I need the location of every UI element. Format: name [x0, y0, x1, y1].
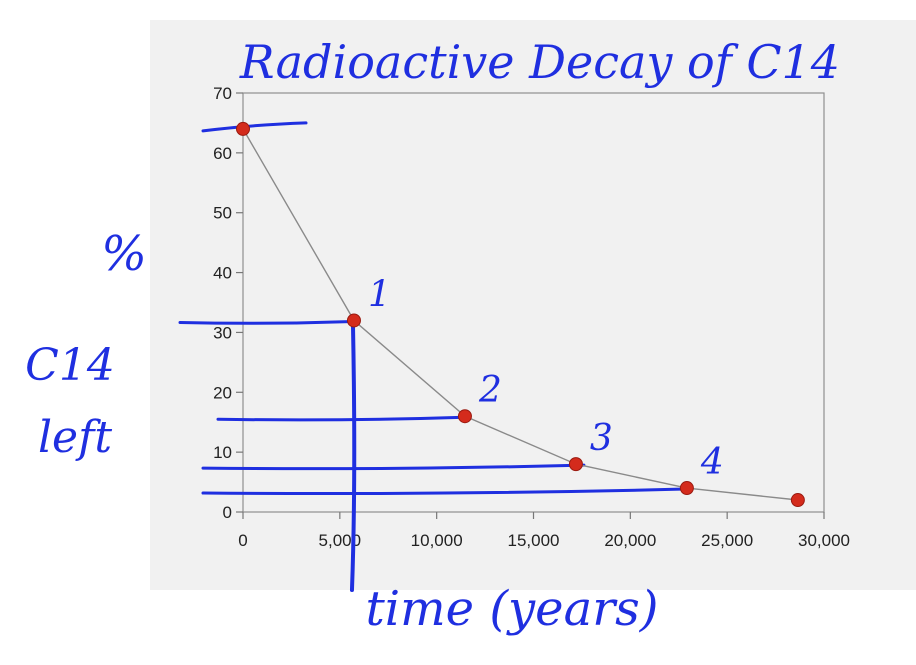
handwritten-guide-lines [178, 121, 687, 592]
point-label: 1 [368, 274, 391, 315]
y-tick-label: 20 [213, 383, 232, 402]
x-tick-label: 5,000 [319, 531, 362, 550]
guide-line-vertical [349, 322, 357, 592]
y-tick-label: 60 [213, 144, 232, 163]
y-axis-label-c14: C14 [25, 340, 115, 391]
y-axis: 0 10 20 30 40 50 60 70 [213, 84, 243, 522]
data-points [236, 121, 805, 508]
x-tick-label: 20,000 [604, 531, 656, 550]
point-label: 2 [478, 370, 502, 411]
data-point [457, 409, 472, 424]
chart-title: Radioactive Decay of C14 [239, 35, 840, 89]
x-axis: 0 5,000 10,000 15,000 20,000 25,000 30,000 [238, 512, 850, 550]
y-tick-label: 10 [213, 443, 232, 462]
guide-line [178, 319, 356, 325]
x-axis-label: time (years) [366, 581, 659, 637]
y-tick-label: 50 [213, 204, 232, 223]
data-point [679, 481, 694, 496]
point-labels: 1 2 3 4 [368, 274, 724, 483]
y-axis-label-percent: % [101, 226, 147, 282]
y-axis-label-left: left [38, 412, 112, 463]
data-point [236, 121, 250, 136]
data-point [790, 493, 805, 508]
x-tick-label: 10,000 [411, 531, 463, 550]
point-label: 4 [700, 442, 724, 483]
x-tick-label: 15,000 [508, 531, 560, 550]
y-tick-label: 0 [223, 503, 232, 522]
point-label: 3 [590, 418, 613, 459]
chart-background [150, 20, 916, 590]
guide-line [201, 121, 308, 133]
x-tick-label: 0 [238, 531, 247, 550]
data-point [346, 313, 361, 328]
x-tick-label: 25,000 [701, 531, 753, 550]
y-tick-label: 40 [213, 264, 232, 283]
guide-line [201, 487, 687, 496]
guide-line [216, 415, 467, 422]
guide-line [201, 463, 586, 471]
data-point [568, 457, 583, 472]
y-tick-label: 30 [213, 323, 232, 342]
y-tick-label: 70 [213, 84, 232, 103]
series-line [242, 128, 798, 501]
x-tick-label: 30,000 [798, 531, 850, 550]
